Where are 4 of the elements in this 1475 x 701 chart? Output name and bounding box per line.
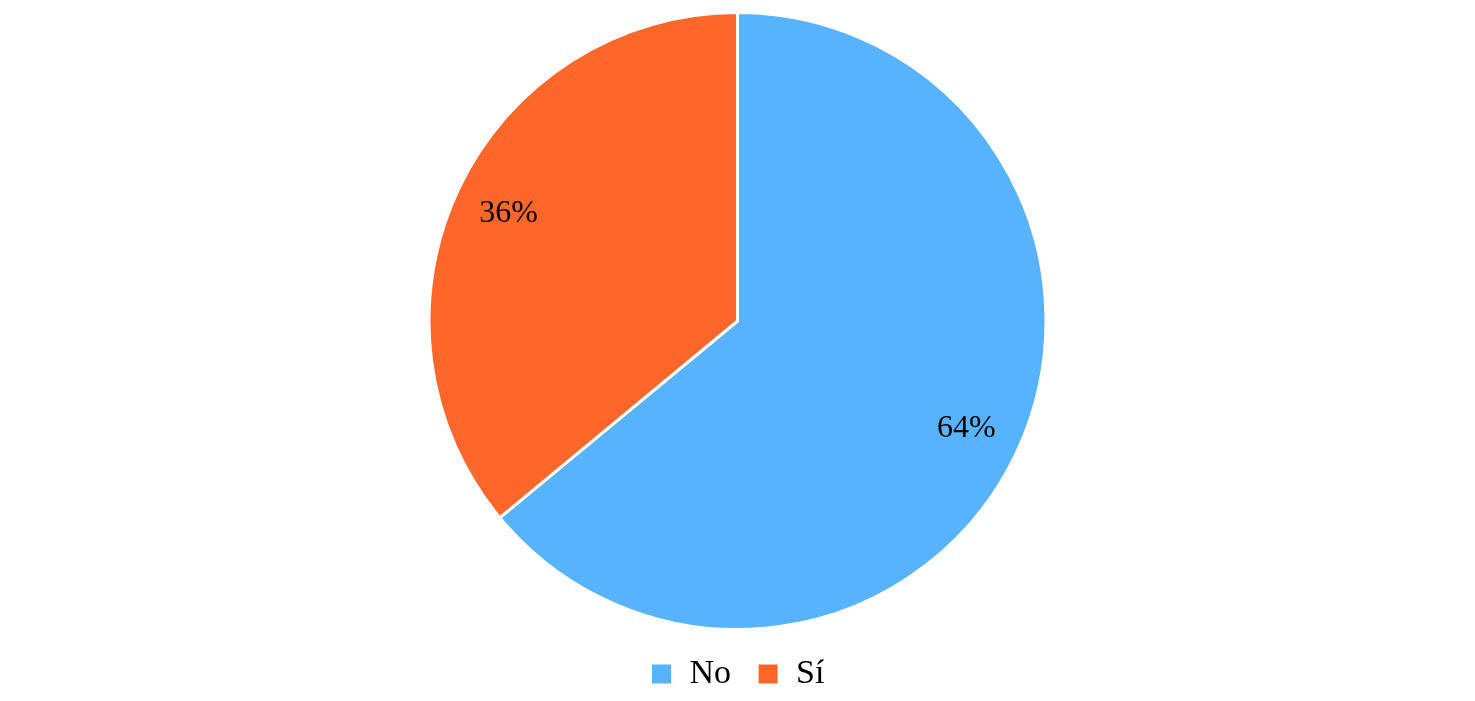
data-label: 36%: [479, 192, 538, 229]
legend-label: Sí: [796, 652, 826, 690]
data-label: 64%: [937, 408, 996, 445]
legend-label: No: [689, 652, 732, 690]
